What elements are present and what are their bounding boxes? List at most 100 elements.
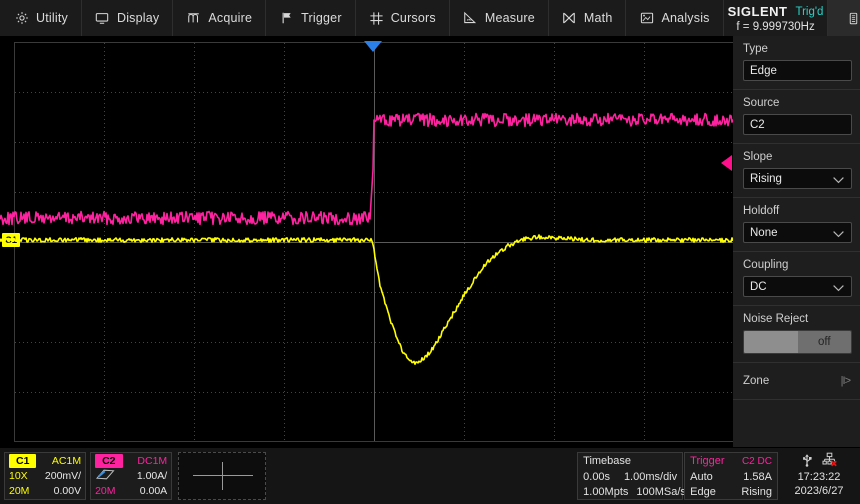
trigger-status-mode: Auto (690, 470, 713, 483)
bottom-status-bar: C1 AC1M 10X 200mV/ 20M 0.00V C2 DC1M (0, 447, 860, 504)
menu-item-trigger[interactable]: Trigger (266, 0, 356, 36)
menu-label: Utility (36, 11, 68, 25)
setting-group-source: Source C2 (733, 90, 860, 144)
brand-name: SIGLENT (727, 4, 788, 19)
toggle-track (744, 331, 798, 353)
setting-label: Source (743, 97, 780, 109)
timebase-delay: 0.00s (583, 470, 611, 483)
timebase-memory: 1.00Mpts (583, 485, 629, 498)
setting-group-type: Type Edge (733, 36, 860, 90)
noise-reject-toggle[interactable]: off (743, 330, 852, 354)
setting-label: Type (743, 43, 768, 55)
waveform-overview-thumbnail[interactable] (178, 452, 267, 500)
trigger-type-field[interactable]: Edge (743, 60, 852, 81)
field-value: C2 (750, 118, 765, 131)
chevron-down-icon (832, 175, 845, 183)
menu-label: Cursors (390, 11, 436, 25)
channel-box-c1[interactable]: C1 AC1M 10X 200mV/ 20M 0.00V (4, 452, 87, 500)
channel-bandwidth: 20M (9, 485, 30, 498)
trigger-level-marker[interactable] (721, 155, 732, 171)
trigger-status-box[interactable]: Trigger C2 DC Auto 1.58A Edge Rising (684, 452, 778, 500)
frequency-readout: f = 9.999730Hz (736, 21, 815, 33)
setting-group-coupling: Coupling DC (733, 252, 860, 306)
channel-offset: 0.00A (139, 485, 168, 498)
trigger-status-slope: Rising (741, 485, 772, 498)
chevron-down-icon (832, 283, 845, 291)
menu-item-cursors[interactable]: Cursors (356, 0, 450, 36)
setting-group-noise-reject: Noise Reject off (733, 306, 860, 363)
field-value: Rising (750, 172, 782, 185)
timebase-box[interactable]: Timebase 0.00s 1.00ms/div 1.00Mpts 100MS… (577, 452, 686, 500)
waveform-display-area[interactable]: C1 (0, 36, 733, 448)
flag-icon (279, 11, 294, 26)
menu-item-acquire[interactable]: Acquire (173, 0, 267, 36)
trigger-status-type: Edge (690, 485, 716, 498)
field-value: Edge (750, 64, 777, 77)
cursors-icon (369, 11, 384, 26)
trigger-status-title: Trigger (690, 455, 725, 467)
current-probe-icon (95, 468, 117, 483)
trigger-coupling-dropdown[interactable]: DC (743, 276, 852, 297)
acquire-icon (186, 11, 201, 26)
system-time: 17:23:22 (797, 471, 841, 483)
menu-item-display[interactable]: Display (82, 0, 174, 36)
zone-label: Zone (743, 375, 770, 387)
menu-item-measure[interactable]: Measure (450, 0, 549, 36)
channel-marker-c1[interactable]: C1 (2, 233, 20, 247)
zone-row[interactable]: Zone |I> (733, 363, 860, 400)
menu-label: Math (583, 11, 613, 25)
field-value: None (750, 226, 778, 239)
channel-coupling: AC1M (51, 454, 82, 467)
channel-scale: 1.00A/ (136, 469, 168, 482)
channel-offset: 0.00V (53, 485, 82, 498)
trigger-settings-sidebar: Type Edge Source C2 Slope Rising Holdoff (733, 36, 860, 448)
timebase-samplerate: 100MSa/s (636, 485, 686, 498)
monitor-icon (95, 11, 110, 26)
setting-label: Noise Reject (743, 313, 809, 325)
top-menu-bar: Utility Display Acquire Trigger (0, 0, 860, 37)
setting-group-slope: Slope Rising (733, 144, 860, 198)
lan-disconnected-icon[interactable] (822, 452, 837, 472)
chevron-down-icon (832, 229, 845, 237)
trigger-position-marker[interactable] (364, 41, 382, 52)
trigger-status-badge: Trig'd (795, 5, 824, 18)
menu-label: Acquire (208, 11, 253, 25)
graticule-grid (14, 42, 733, 442)
system-date: 2023/6/27 (794, 485, 844, 497)
timebase-scale: 1.00ms/div (623, 470, 678, 483)
trigger-panel-header: TRIGGER (828, 0, 860, 36)
menu-item-analysis[interactable]: Analysis (626, 0, 724, 36)
channel-id-c1: C1 (9, 453, 37, 468)
channel-scale: 200mV/ (44, 469, 82, 482)
toggle-value: off (797, 331, 851, 353)
trigger-holdoff-dropdown[interactable]: None (743, 222, 852, 243)
channel-id-c2: C2 (95, 453, 123, 468)
menu-label: Display (116, 11, 160, 25)
menu-label: Measure (484, 11, 535, 25)
trigger-status-level: 1.58A (743, 470, 772, 483)
menu-label: Analysis (661, 11, 710, 25)
setting-label: Holdoff (743, 205, 780, 217)
menu-item-utility[interactable]: Utility (0, 0, 82, 36)
setting-group-holdoff: Holdoff None (733, 198, 860, 252)
trigger-source-field[interactable]: C2 (743, 114, 852, 135)
list-icon (846, 11, 860, 26)
usb-icon[interactable] (801, 452, 813, 472)
setting-label: Slope (743, 151, 773, 163)
analysis-icon (639, 11, 654, 26)
menu-item-math[interactable]: Math (549, 0, 627, 36)
system-status-box: 17:23:22 2023/6/27 (778, 452, 860, 500)
channel-coupling: DC1M (137, 454, 168, 467)
trigger-status-source: C2 DC (741, 455, 772, 467)
measure-icon (463, 11, 478, 26)
zone-expand-icon: |I> (840, 375, 851, 387)
brand-status-block: SIGLENT Trig'd f = 9.999730Hz (723, 0, 829, 36)
field-value: DC (750, 280, 767, 293)
menu-label: Trigger (301, 11, 342, 25)
channel-box-c2[interactable]: C2 DC1M 1.00A/ 20M 0.00A (90, 452, 173, 500)
channel-bandwidth: 20M (95, 485, 116, 498)
setting-label: Coupling (743, 259, 789, 271)
trigger-slope-dropdown[interactable]: Rising (743, 168, 852, 189)
gear-icon (14, 11, 29, 26)
